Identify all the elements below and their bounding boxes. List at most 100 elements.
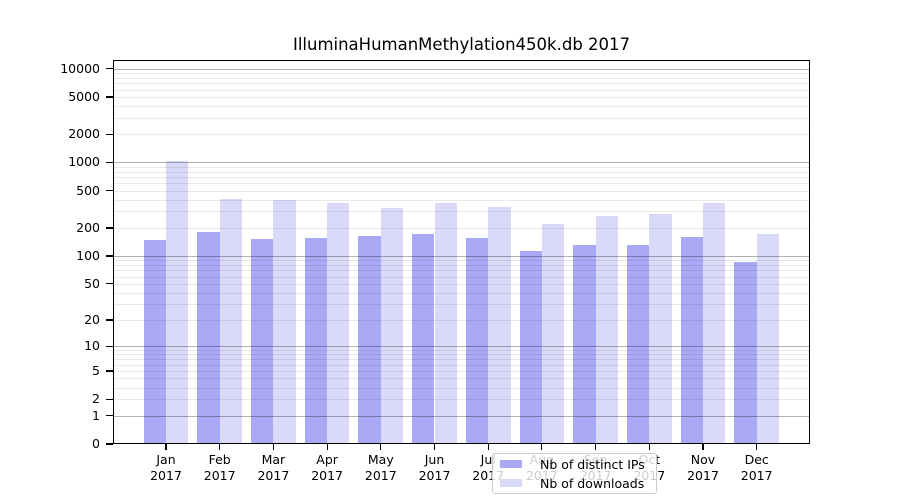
gridline-minor-9 <box>113 350 810 352</box>
bars-layer <box>113 60 810 444</box>
bar-downloads-jan <box>166 160 189 444</box>
gridline-major-10000 <box>113 68 810 70</box>
x-tick-label-mar: Mar 2017 <box>257 452 290 483</box>
gridline-minor-90 <box>113 260 810 262</box>
y-tick-label-200: 200 <box>76 219 100 235</box>
gridline-minor-5 <box>113 370 810 372</box>
bar-distinct-ips-mar <box>251 239 274 444</box>
legend-item-distinct-ips: Nb of distinct IPs <box>500 457 649 472</box>
gridline-minor-6000 <box>113 89 810 91</box>
gridline-minor-2 <box>113 399 810 401</box>
bar-downloads-nov <box>703 203 726 444</box>
bar-distinct-ips-apr <box>304 237 328 444</box>
bar-distinct-ips-jan <box>143 240 166 444</box>
y-tick-mark-5000 <box>106 96 113 98</box>
y-tick-label-100: 100 <box>76 247 100 263</box>
x-tick-mark-nov <box>702 444 704 450</box>
gridline-minor-8000 <box>113 77 810 79</box>
y-tick-mark-200 <box>106 227 113 229</box>
gridline-minor-6 <box>113 364 810 366</box>
legend-label-downloads: Nb of downloads <box>540 475 645 491</box>
gridline-minor-3 <box>113 387 810 389</box>
gridline-major-10 <box>113 346 810 348</box>
bar-distinct-ips-oct <box>626 245 650 444</box>
gridline-major-1000 <box>113 162 810 164</box>
legend: Nb of distinct IPs Nb of downloads <box>492 453 657 494</box>
y-tick-label-5000: 5000 <box>68 88 100 104</box>
bar-distinct-ips-may <box>358 235 381 444</box>
x-tick-mark-jan <box>165 444 167 450</box>
bar-distinct-ips-jun <box>412 233 435 444</box>
y-tick-mark-50 <box>106 283 113 285</box>
chart-title: IlluminaHumanMethylation450k.db 2017 <box>292 35 631 54</box>
gridline-major-1 <box>113 415 810 417</box>
bar-distinct-ips-sep <box>573 245 596 444</box>
y-tick-label-10000: 10000 <box>60 60 100 76</box>
y-tick-mark-1000 <box>106 161 113 164</box>
y-tick-label-500: 500 <box>76 182 100 198</box>
gridline-minor-400 <box>113 199 810 201</box>
legend-item-downloads: Nb of downloads <box>500 476 649 491</box>
x-tick-mark-feb <box>219 444 221 450</box>
y-tick-label-5: 5 <box>92 362 100 378</box>
x-tick-mark-oct <box>648 444 650 450</box>
bar-downloads-may <box>380 208 404 444</box>
x-tick-mark-may <box>380 444 382 450</box>
gridline-minor-60 <box>113 276 810 278</box>
gridline-minor-300 <box>113 211 810 213</box>
y-tick-mark-100 <box>106 255 113 257</box>
x-tick-label-may: May 2017 <box>364 452 397 483</box>
bar-distinct-ips-aug <box>519 250 542 444</box>
bar-downloads-aug <box>541 223 565 444</box>
x-tick-label-jun: Jun 2017 <box>418 452 451 483</box>
legend-swatch-distinct-ips <box>500 460 522 468</box>
bar-downloads-apr <box>327 203 350 444</box>
plot-area: Nb of distinct IPs Nb of downloads <box>113 60 810 494</box>
bar-downloads-oct <box>649 213 672 444</box>
gridline-minor-600 <box>113 183 810 185</box>
gridline-minor-2000 <box>113 134 810 136</box>
gridline-minor-80 <box>113 264 810 266</box>
y-tick-label-1: 1 <box>92 407 100 423</box>
y-tick-mark-10000 <box>106 68 113 70</box>
gridline-minor-5000 <box>113 96 810 98</box>
x-tick-mark-jul <box>487 444 489 450</box>
bar-distinct-ips-nov <box>680 236 703 444</box>
y-tick-mark-2 <box>106 398 113 400</box>
gridline-minor-4 <box>113 378 810 380</box>
legend-swatch-downloads <box>500 479 522 487</box>
gridline-minor-7000 <box>113 83 810 85</box>
bar-downloads-sep <box>595 215 618 444</box>
x-tick-label-dec: Dec 2017 <box>740 452 773 483</box>
gridline-minor-50 <box>113 283 810 285</box>
bar-distinct-ips-feb <box>197 231 220 444</box>
legend-label-distinct-ips: Nb of distinct IPs <box>540 456 645 472</box>
grid-layer <box>113 60 810 444</box>
y-tick-label-2000: 2000 <box>68 126 100 142</box>
x-tick-mark-dec <box>756 444 758 450</box>
bar-downloads-dec <box>756 234 780 444</box>
gridline-minor-9000 <box>113 73 810 74</box>
x-tick-mark-sep <box>595 444 597 450</box>
bar-distinct-ips-dec <box>734 261 757 444</box>
y-tick-mark-0 <box>106 443 113 445</box>
gridline-minor-3000 <box>113 117 810 119</box>
x-tick-mark-mar <box>272 444 274 450</box>
gridline-minor-70 <box>113 270 810 272</box>
y-tick-label-1000: 1000 <box>68 154 100 170</box>
x-tick-label-apr: Apr 2017 <box>311 452 343 483</box>
y-tick-label-20: 20 <box>84 311 100 327</box>
y-tick-label-2: 2 <box>92 391 100 407</box>
gridline-minor-8 <box>113 354 810 356</box>
y-tick-label-0: 0 <box>92 436 100 451</box>
x-tick-mark-aug <box>541 444 543 450</box>
gridline-minor-500 <box>113 190 810 192</box>
y-tick-mark-20 <box>106 319 113 321</box>
y-tick-mark-2000 <box>106 133 113 135</box>
x-tick-label-feb: Feb 2017 <box>203 452 236 483</box>
bar-downloads-jul <box>488 207 511 444</box>
y-tick-mark-1 <box>106 415 113 417</box>
x-tick-label-jan: Jan 2017 <box>150 452 182 483</box>
bar-downloads-feb <box>219 198 243 444</box>
gridline-minor-700 <box>113 177 810 178</box>
